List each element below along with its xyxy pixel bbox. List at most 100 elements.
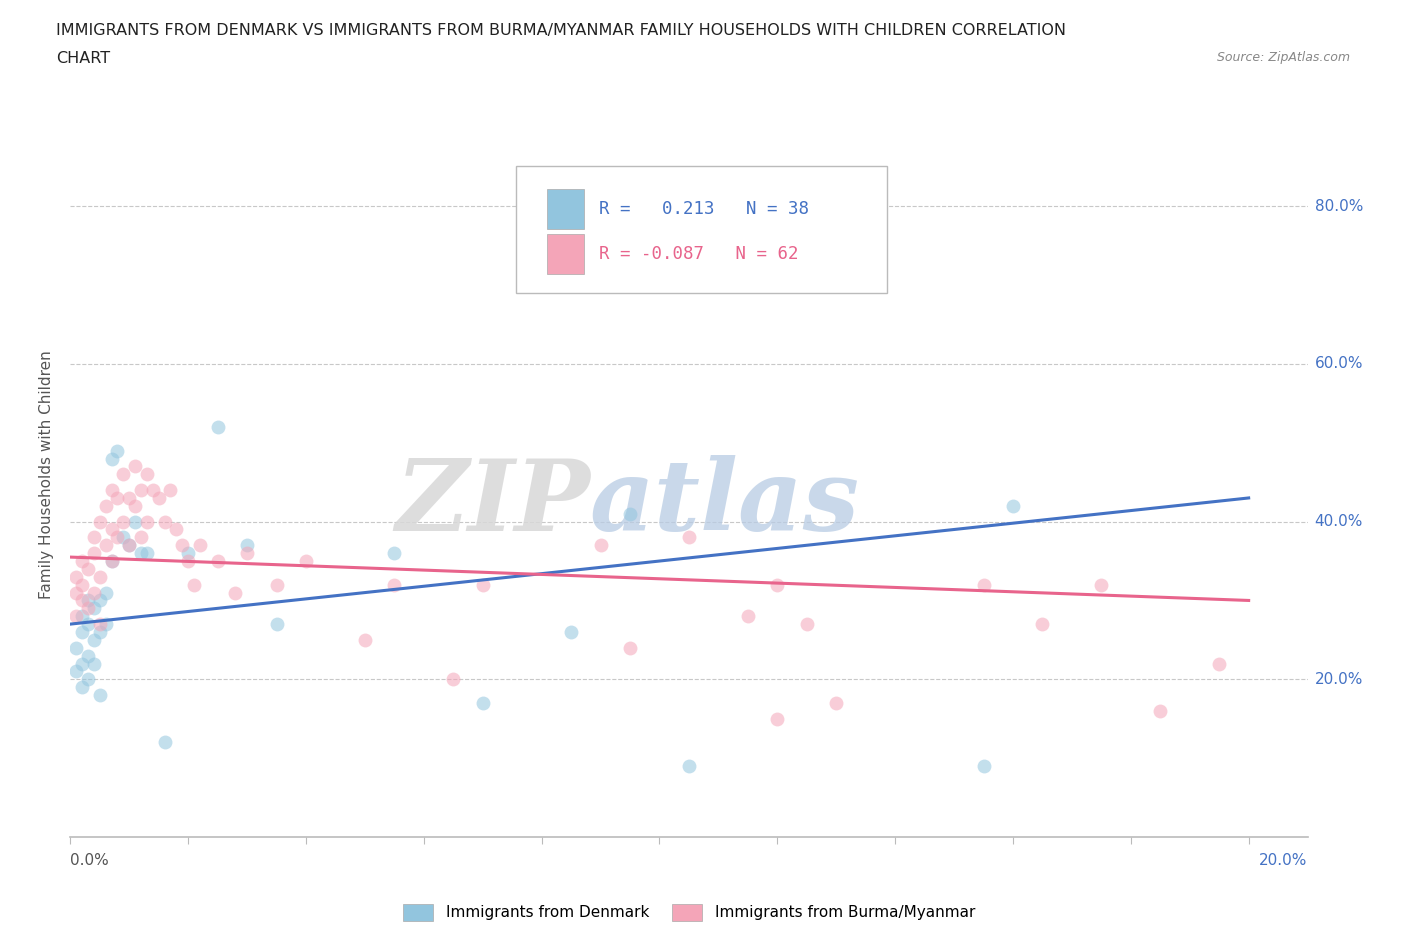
- Point: [107, 530, 129, 545]
- Point: [83, 585, 105, 600]
- Point: [135, 546, 157, 561]
- Point: [129, 546, 152, 561]
- Point: [471, 578, 494, 592]
- Point: [560, 625, 582, 640]
- Point: [77, 648, 100, 663]
- FancyBboxPatch shape: [516, 166, 887, 293]
- Point: [70, 609, 93, 624]
- Point: [77, 601, 100, 616]
- Point: [118, 538, 141, 552]
- Point: [148, 490, 170, 505]
- Point: [142, 483, 165, 498]
- Point: [1208, 656, 1230, 671]
- Point: [70, 656, 93, 671]
- Legend: Immigrants from Denmark, Immigrants from Burma/Myanmar: Immigrants from Denmark, Immigrants from…: [396, 897, 981, 927]
- Point: [129, 530, 152, 545]
- Point: [973, 578, 995, 592]
- Point: [65, 641, 87, 656]
- Point: [129, 483, 152, 498]
- Point: [236, 538, 259, 552]
- Point: [135, 467, 157, 482]
- Point: [1031, 617, 1053, 631]
- Point: [77, 671, 100, 686]
- Text: IMMIGRANTS FROM DENMARK VS IMMIGRANTS FROM BURMA/MYANMAR FAMILY HOUSEHOLDS WITH : IMMIGRANTS FROM DENMARK VS IMMIGRANTS FR…: [56, 23, 1066, 38]
- Point: [89, 569, 111, 584]
- Text: ZIP: ZIP: [395, 455, 591, 551]
- Point: [118, 538, 141, 552]
- Point: [619, 641, 641, 656]
- Text: 0.0%: 0.0%: [70, 853, 110, 868]
- Point: [83, 601, 105, 616]
- Point: [471, 696, 494, 711]
- Point: [973, 759, 995, 774]
- Point: [100, 483, 122, 498]
- Point: [65, 609, 87, 624]
- Point: [94, 538, 117, 552]
- Point: [89, 617, 111, 631]
- Point: [70, 553, 93, 568]
- Text: 20.0%: 20.0%: [1260, 853, 1308, 868]
- Point: [153, 514, 176, 529]
- Text: 60.0%: 60.0%: [1315, 356, 1362, 371]
- Point: [188, 538, 211, 552]
- Point: [100, 553, 122, 568]
- Point: [382, 546, 405, 561]
- Text: atlas: atlas: [591, 455, 860, 551]
- Point: [100, 553, 122, 568]
- Point: [678, 759, 700, 774]
- Point: [112, 530, 135, 545]
- Text: 40.0%: 40.0%: [1315, 514, 1362, 529]
- Point: [83, 530, 105, 545]
- Point: [89, 514, 111, 529]
- Point: [70, 680, 93, 695]
- Point: [135, 514, 157, 529]
- Point: [382, 578, 405, 592]
- Point: [224, 585, 246, 600]
- Point: [100, 522, 122, 537]
- Point: [70, 625, 93, 640]
- Point: [159, 483, 181, 498]
- Point: [83, 656, 105, 671]
- Point: [177, 546, 200, 561]
- Point: [124, 514, 146, 529]
- Point: [207, 553, 229, 568]
- Point: [153, 735, 176, 750]
- Point: [94, 585, 117, 600]
- Point: [766, 711, 789, 726]
- Point: [112, 514, 135, 529]
- Point: [1001, 498, 1024, 513]
- Point: [70, 578, 93, 592]
- Text: R =   0.213   N = 38: R = 0.213 N = 38: [599, 200, 808, 219]
- Y-axis label: Family Households with Children: Family Households with Children: [39, 350, 55, 599]
- Point: [589, 538, 612, 552]
- Point: [1149, 703, 1171, 718]
- Point: [83, 546, 105, 561]
- Point: [678, 530, 700, 545]
- Point: [65, 569, 87, 584]
- Point: [172, 538, 194, 552]
- Point: [89, 687, 111, 702]
- Point: [77, 562, 100, 577]
- Text: 20.0%: 20.0%: [1315, 671, 1362, 686]
- Point: [94, 498, 117, 513]
- Point: [619, 506, 641, 521]
- Point: [107, 444, 129, 458]
- Text: R = -0.087   N = 62: R = -0.087 N = 62: [599, 246, 799, 263]
- Point: [266, 578, 288, 592]
- Text: Source: ZipAtlas.com: Source: ZipAtlas.com: [1216, 51, 1350, 64]
- FancyBboxPatch shape: [547, 234, 583, 274]
- Point: [65, 664, 87, 679]
- Text: 80.0%: 80.0%: [1315, 199, 1362, 214]
- Point: [183, 578, 205, 592]
- Point: [266, 617, 288, 631]
- Point: [737, 609, 759, 624]
- Point: [77, 617, 100, 631]
- Point: [83, 632, 105, 647]
- Point: [354, 632, 377, 647]
- FancyBboxPatch shape: [547, 190, 583, 229]
- Point: [441, 671, 464, 686]
- Point: [70, 593, 93, 608]
- Point: [65, 585, 87, 600]
- Point: [77, 593, 100, 608]
- Point: [124, 498, 146, 513]
